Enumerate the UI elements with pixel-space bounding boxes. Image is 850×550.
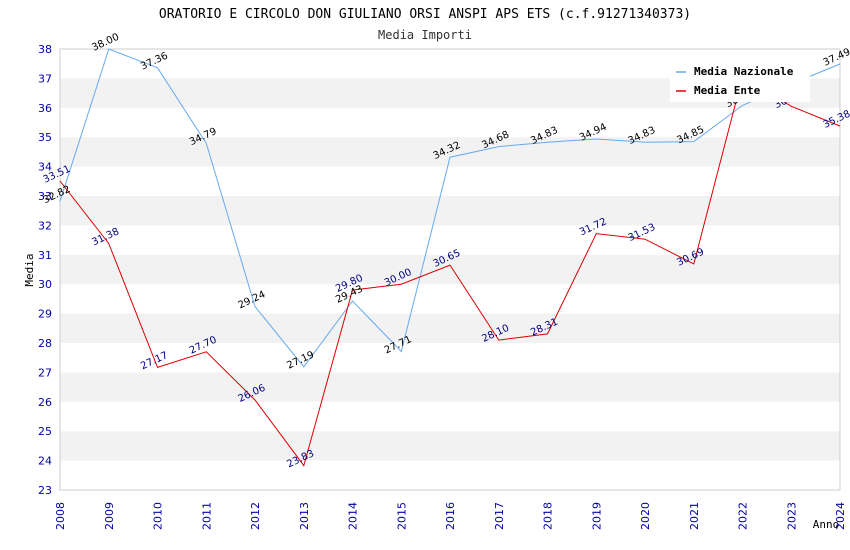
grid-band bbox=[60, 372, 840, 402]
grid-band bbox=[60, 460, 840, 490]
grid-band bbox=[60, 431, 840, 461]
grid-band bbox=[60, 254, 840, 285]
x-tick-label: 2022 bbox=[737, 502, 750, 530]
grid-band bbox=[60, 166, 840, 196]
y-tick-label: 23 bbox=[38, 484, 52, 497]
x-tick-label: 2016 bbox=[444, 502, 457, 530]
x-axis-label: Anno bbox=[813, 518, 840, 531]
grid-band bbox=[60, 137, 840, 167]
x-tick-label: 2021 bbox=[688, 502, 701, 530]
y-axis-ticks: 23 24 25 26 27 28 29 30 31 32 33 34 35 36 37 38 bbox=[38, 43, 52, 497]
y-tick-label: 37 bbox=[38, 72, 52, 85]
y-tick-label: 32 bbox=[38, 219, 52, 232]
x-tick-label: 2014 bbox=[347, 502, 360, 530]
y-tick-label: 30 bbox=[38, 278, 52, 291]
series-line-media-nazionale bbox=[59, 48, 841, 368]
y-tick-label: 38 bbox=[38, 43, 52, 56]
y-tick-label: 31 bbox=[38, 249, 52, 262]
legend-label-media-nazionale: Media Nazionale bbox=[694, 65, 794, 78]
x-tick-label: 2008 bbox=[54, 502, 67, 530]
grid-band bbox=[60, 401, 840, 432]
legend: Media Nazionale Media Ente bbox=[670, 60, 810, 102]
x-tick-label: 2023 bbox=[785, 502, 798, 530]
y-tick-label: 26 bbox=[38, 396, 52, 409]
x-tick-label: 2020 bbox=[639, 502, 652, 530]
y-tick-label: 24 bbox=[38, 455, 52, 468]
grid-band bbox=[60, 225, 840, 255]
chart-title: ORATORIO E CIRCOLO DON GIULIANO ORSI ANS… bbox=[159, 7, 691, 22]
x-tick-label: 2009 bbox=[103, 502, 116, 530]
x-tick-label: 2024 bbox=[834, 502, 847, 530]
x-tick-label: 2019 bbox=[590, 502, 603, 530]
y-tick-label: 29 bbox=[38, 308, 52, 321]
x-tick-label: 2011 bbox=[200, 502, 213, 530]
grid-band bbox=[60, 343, 840, 373]
y-tick-label: 27 bbox=[38, 366, 52, 379]
plot-area-border bbox=[59, 48, 841, 491]
chart-subtitle: Media Importi bbox=[378, 28, 472, 42]
grid-band bbox=[60, 196, 840, 226]
y-tick-label: 25 bbox=[38, 425, 52, 438]
y-tick-label: 28 bbox=[38, 337, 52, 350]
grid-band bbox=[60, 313, 840, 343]
y-tick-label: 33 bbox=[38, 190, 52, 203]
x-tick-label: 2013 bbox=[298, 502, 311, 530]
x-tick-label: 2018 bbox=[542, 502, 555, 530]
x-tick-label: 2010 bbox=[152, 502, 165, 530]
y-tick-label: 36 bbox=[38, 102, 52, 115]
series-line-media-ente bbox=[59, 75, 841, 467]
x-axis-ticks: 2008 2009 2010 2011 2012 2013 2014 2015 2016 2017… bbox=[54, 502, 847, 530]
x-tick-label: 2017 bbox=[493, 502, 506, 530]
x-tick-label: 2015 bbox=[395, 502, 408, 530]
y-tick-label: 34 bbox=[38, 161, 52, 174]
grid-band bbox=[60, 284, 840, 314]
grid-band bbox=[60, 107, 840, 138]
x-tick-label: 2012 bbox=[249, 502, 262, 530]
legend-box bbox=[670, 60, 810, 102]
legend-label-media-ente: Media Ente bbox=[694, 84, 761, 97]
series-lines bbox=[59, 48, 841, 467]
y-axis-label: Media bbox=[23, 253, 36, 286]
grid-bands bbox=[60, 49, 840, 490]
y-tick-label: 35 bbox=[38, 131, 52, 144]
